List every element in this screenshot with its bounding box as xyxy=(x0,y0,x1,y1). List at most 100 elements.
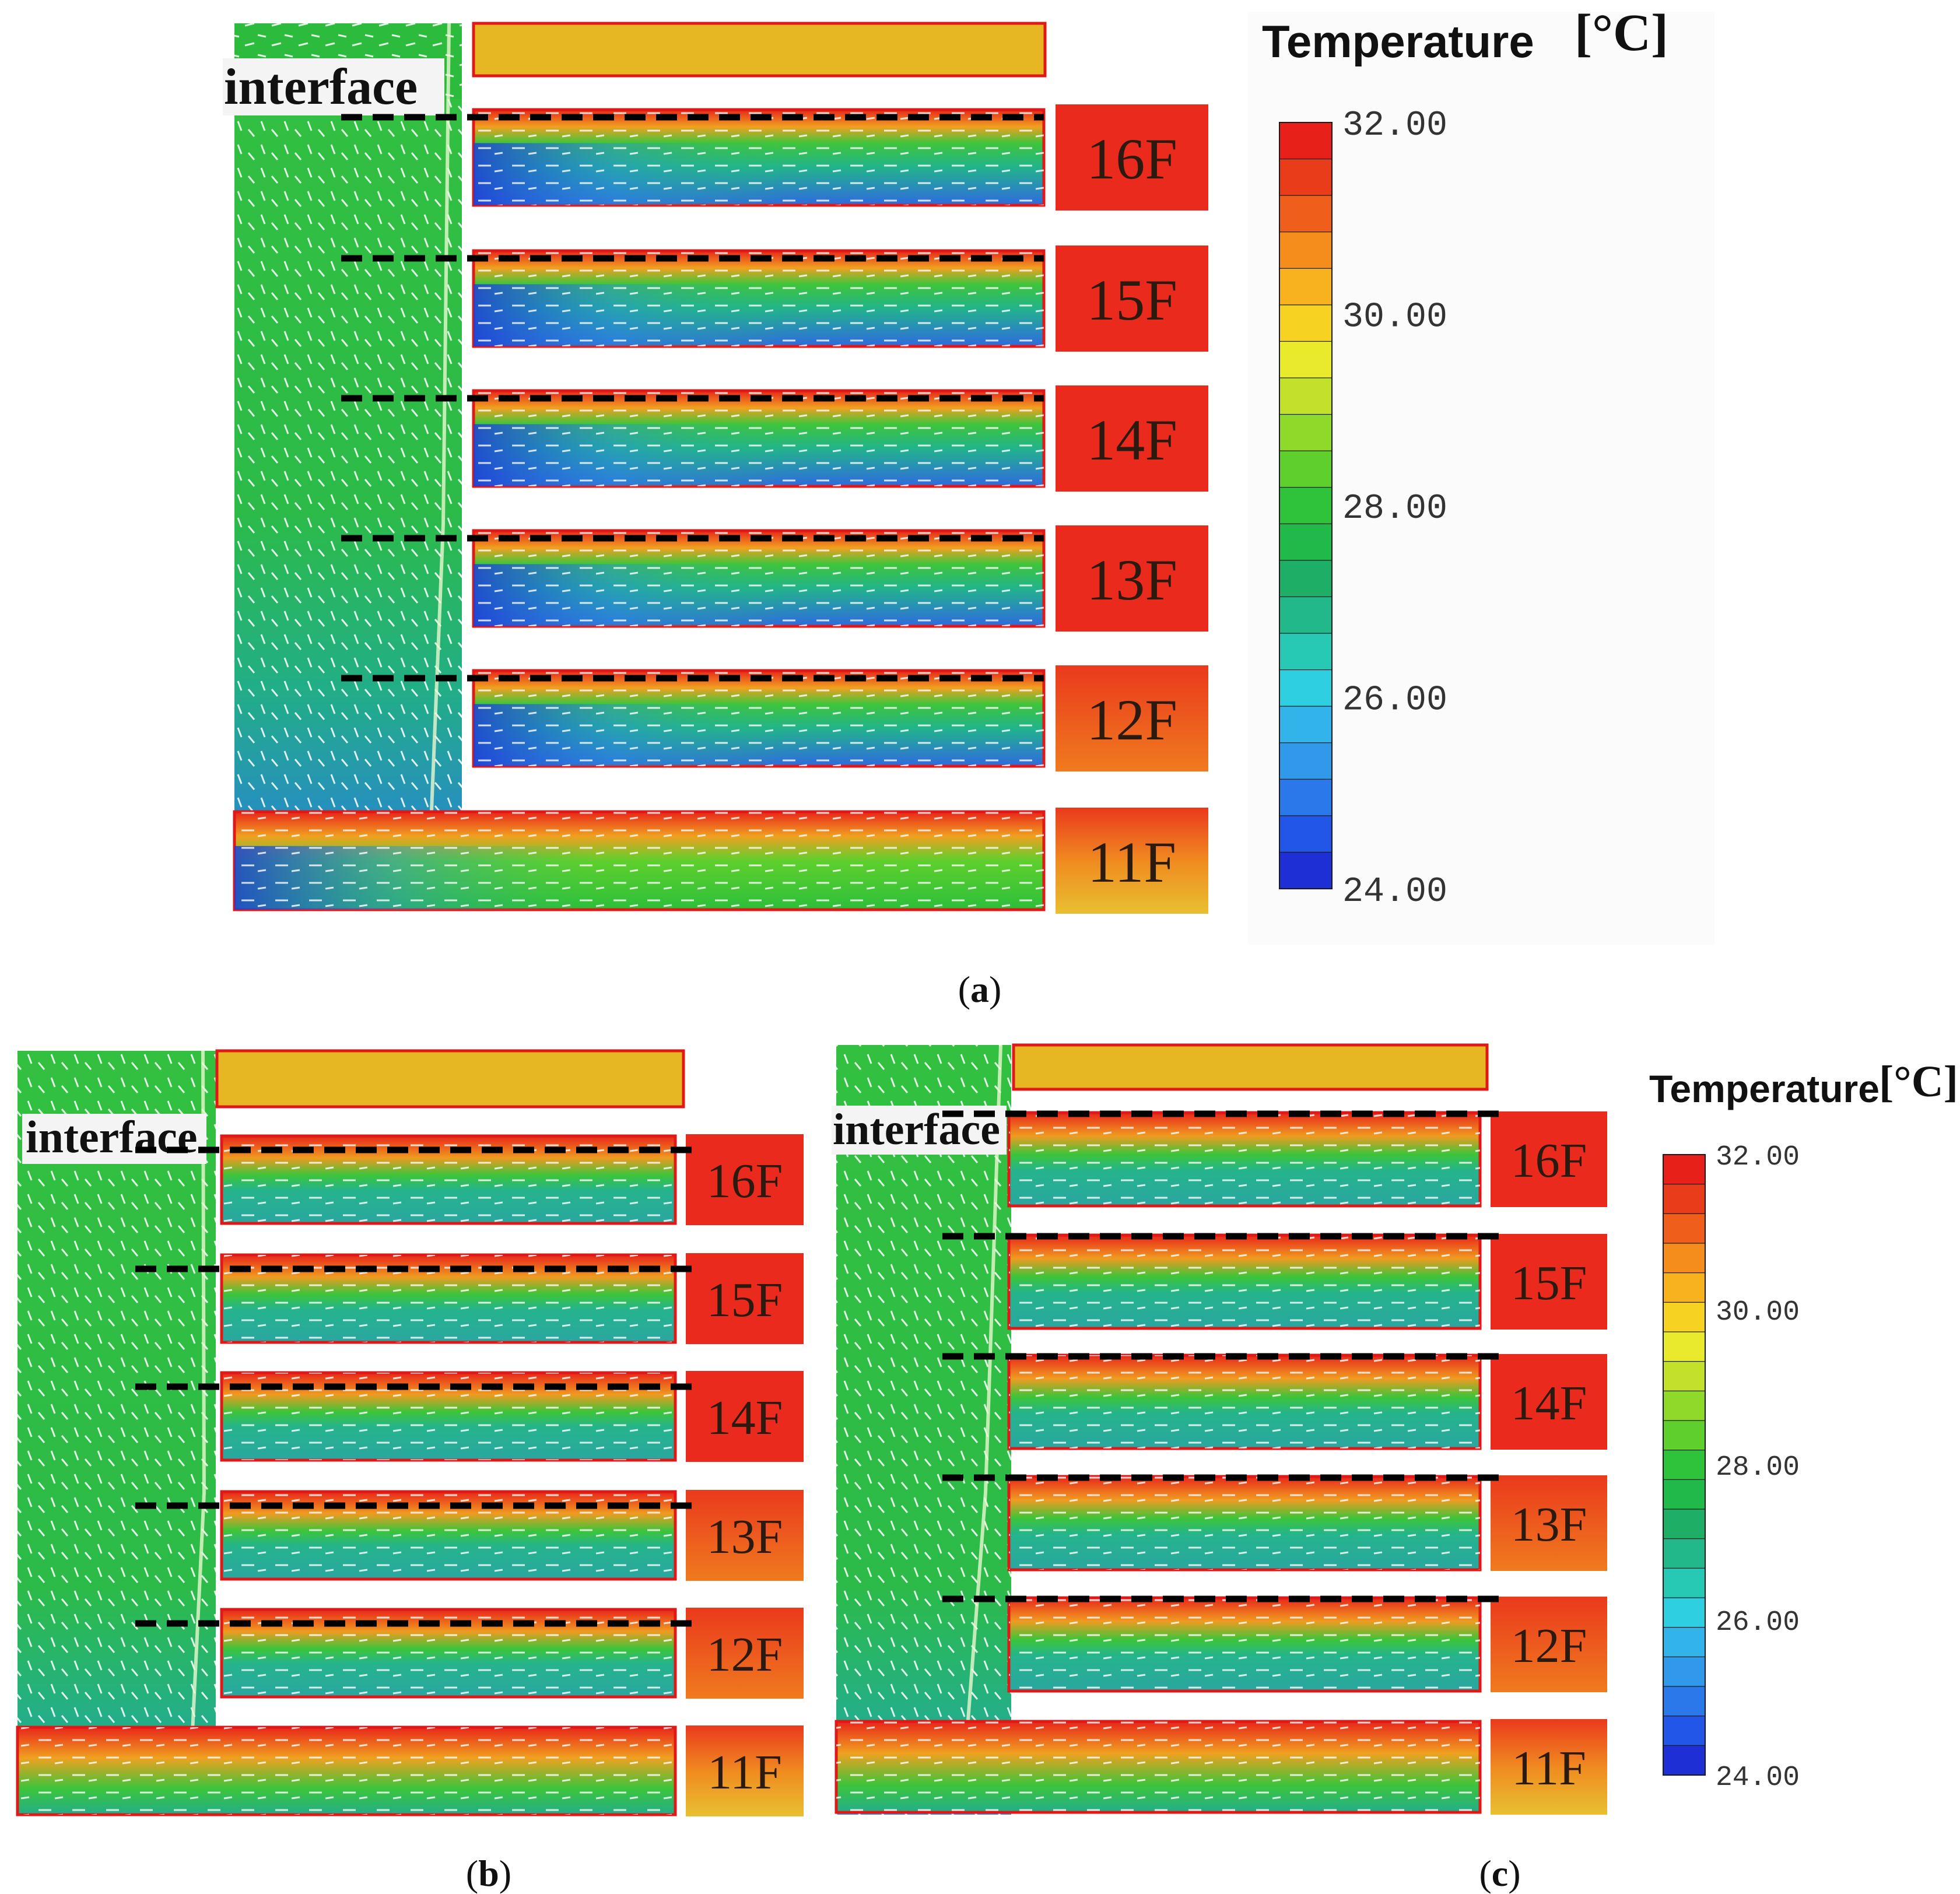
room-15f xyxy=(220,1253,677,1344)
scale-cell xyxy=(1279,815,1333,853)
room-12f xyxy=(1007,1596,1482,1693)
legend-tick-label: 30.00 xyxy=(1342,298,1447,338)
floor-label-text: 11F xyxy=(1088,830,1176,895)
scale-cell xyxy=(1279,778,1333,816)
room-13f xyxy=(472,529,1046,628)
legend-tick-label: 26.00 xyxy=(1716,1607,1800,1639)
panel-c-caption: (c) xyxy=(1479,1853,1520,1894)
room-13f xyxy=(1007,1475,1482,1572)
floor-label-13f: 13F xyxy=(686,1490,804,1581)
scale-cell xyxy=(1279,560,1333,598)
room-12f xyxy=(220,1608,677,1699)
scale-cell xyxy=(1279,633,1333,671)
scale-cell xyxy=(1663,1686,1706,1717)
floor-label-11f: 11F xyxy=(1056,808,1208,914)
scale-cell xyxy=(1663,1567,1706,1599)
floor-label-text: 12F xyxy=(1511,1619,1587,1673)
floor-label-text: 15F xyxy=(1086,268,1177,332)
floor-label-text: 15F xyxy=(707,1273,783,1327)
legend-tick-label: 30.00 xyxy=(1716,1297,1800,1328)
floor-label-text: 12F xyxy=(1086,688,1177,752)
scale-cell xyxy=(1663,1597,1706,1628)
scale-cell xyxy=(1663,1656,1706,1688)
legend-tick-label: 28.00 xyxy=(1342,489,1447,529)
scale-cell xyxy=(1663,1184,1706,1215)
scale-cell xyxy=(1279,742,1333,780)
floor-label-text: 11F xyxy=(707,1745,782,1800)
room-13f xyxy=(220,1490,677,1581)
legend-tick-label: 26.00 xyxy=(1342,681,1447,721)
floor-label-text: 14F xyxy=(707,1391,783,1445)
floor-label-11f: 11F xyxy=(1491,1719,1607,1815)
panel-b-interface-label: interface xyxy=(26,1111,197,1162)
floor-label-text: 15F xyxy=(1511,1256,1587,1310)
scale-cell xyxy=(1279,413,1333,452)
floor-label-16f: 16F xyxy=(686,1134,804,1225)
floor-label-12f: 12F xyxy=(686,1608,804,1699)
scale-cell xyxy=(1663,1331,1706,1362)
scale-cell xyxy=(1663,1361,1706,1392)
legend-tick-label: 32.00 xyxy=(1716,1142,1800,1173)
floor-label-14f: 14F xyxy=(686,1371,804,1462)
room-11f xyxy=(835,1720,1482,1814)
room-15f xyxy=(1007,1233,1482,1330)
panel-b-caption: (b) xyxy=(466,1853,511,1894)
scale-cell xyxy=(1279,523,1333,561)
legend-tick-label: 24.00 xyxy=(1342,872,1447,912)
room-14f xyxy=(220,1371,677,1462)
scale-cell xyxy=(1663,1509,1706,1539)
floor-label-11f: 11F xyxy=(686,1725,804,1816)
scale-cell xyxy=(1279,487,1333,525)
scale-cell xyxy=(1663,1745,1706,1776)
floor-label-text: 13F xyxy=(1086,548,1177,612)
panel-a-interface-label: interface xyxy=(224,59,418,115)
room-11f xyxy=(233,810,1046,911)
scale-cell xyxy=(1663,1390,1706,1422)
floor-label-text: 14F xyxy=(1511,1376,1587,1430)
room-15f xyxy=(472,249,1046,348)
room-16f xyxy=(220,1134,677,1225)
room-12f xyxy=(472,669,1046,768)
panel-c-color-scale xyxy=(1663,1154,1706,1776)
floor-label-15f: 15F xyxy=(686,1253,804,1344)
scale-cell xyxy=(1663,1154,1706,1185)
scale-cell xyxy=(1663,1243,1706,1274)
panel-c: 16F 15F 14F 13F 12F 11F interface Temperature… xyxy=(832,1043,1958,1894)
floor-label-text: 16F xyxy=(707,1154,783,1208)
room-14f xyxy=(472,389,1046,488)
scale-cell xyxy=(1279,450,1333,488)
room-11f xyxy=(16,1725,677,1816)
panel-a-legend: Temperature [°C] 32.00 30.00 28.00 26.00 24.… xyxy=(1248,4,1714,945)
panel-a-color-scale xyxy=(1279,122,1333,890)
floor-label-16f: 16F xyxy=(1056,104,1208,211)
scale-cell xyxy=(1663,1302,1706,1333)
panel-c-legend: Temperature [°C] 32.00 30.00 28.00 26.00 24.… xyxy=(1649,1057,1958,1794)
floor-label-text: 14F xyxy=(1086,408,1177,472)
scale-cell xyxy=(1663,1420,1706,1451)
panel-a-legend-unit: [°C] xyxy=(1575,4,1668,62)
legend-tick-label: 28.00 xyxy=(1716,1452,1800,1483)
scale-cell xyxy=(1279,268,1333,306)
floor-label-text: 16F xyxy=(1086,127,1177,191)
scale-cell xyxy=(1663,1716,1706,1746)
scale-cell xyxy=(1279,377,1333,415)
legend-tick-label: 24.00 xyxy=(1716,1762,1800,1794)
scale-cell xyxy=(1663,1538,1706,1569)
floor-label-13f: 13F xyxy=(1056,525,1208,632)
scale-cell xyxy=(1279,158,1333,197)
room-14f xyxy=(1007,1353,1482,1450)
floor-label-text: 13F xyxy=(1511,1497,1587,1552)
floor-label-15f: 15F xyxy=(1491,1234,1607,1330)
floor-label-16f: 16F xyxy=(1491,1111,1607,1207)
floor-label-12f: 12F xyxy=(1491,1597,1607,1692)
scale-cell xyxy=(1279,341,1333,379)
panel-a-caption: (a) xyxy=(958,969,1002,1010)
room-16f xyxy=(472,108,1046,207)
panel-a-legend-title: Temperature xyxy=(1262,16,1534,67)
scale-cell xyxy=(1279,232,1333,269)
floor-label-14f: 14F xyxy=(1056,385,1208,492)
floor-label-15f: 15F xyxy=(1056,245,1208,352)
floor-label-text: 12F xyxy=(707,1628,783,1682)
scale-cell xyxy=(1279,851,1333,890)
